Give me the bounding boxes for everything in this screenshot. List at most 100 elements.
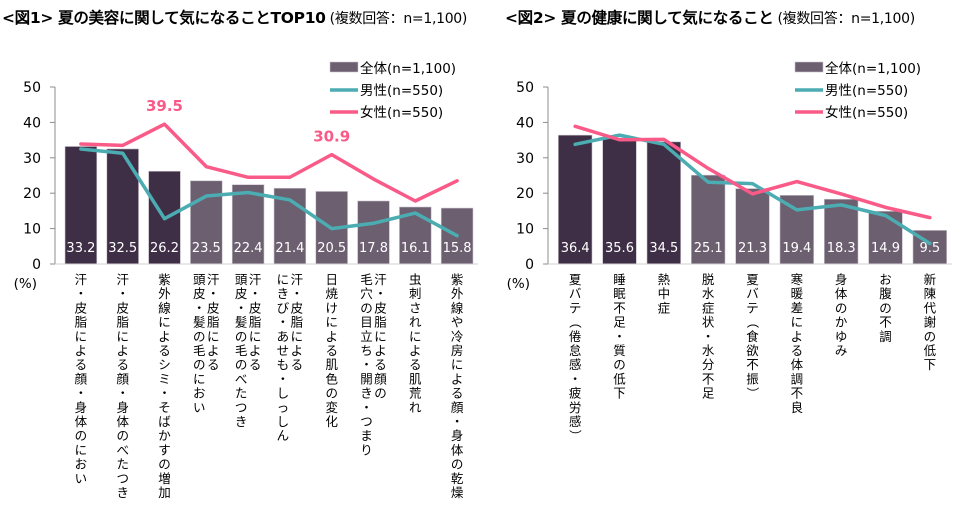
male-series-line <box>79 147 459 238</box>
x-category-char: 低 <box>613 371 626 386</box>
legend-label: 男性(n=550) <box>360 83 443 99</box>
x-category-label: 夏バテ（倦怠感・疲労感） <box>568 272 583 442</box>
x-category-char: る <box>451 386 464 401</box>
x-category-char: 状 <box>702 315 715 330</box>
x-category-char: よ <box>325 329 338 344</box>
female-series-line <box>79 122 459 203</box>
x-category-char: ま <box>360 428 373 443</box>
x-category-char: お <box>75 457 88 472</box>
chart-fig1: 0 10 20 30 40 50 (%) 33.2 32.5 26.2 23.5 22.4 21.4 20… <box>14 60 478 500</box>
x-category-char: 線 <box>451 300 464 315</box>
x-category-char: よ <box>207 343 220 358</box>
x-category-char: 腹 <box>879 286 892 301</box>
y-tick-label: 20 <box>516 186 534 202</box>
x-category-char: べ <box>235 371 248 386</box>
bar-value-label: 21.3 <box>738 241 767 256</box>
bar <box>824 198 859 265</box>
x-category-char: 労 <box>569 400 582 415</box>
legend-swatch-bar <box>329 61 359 73</box>
x-category-char: ・ <box>360 400 373 415</box>
x-category-char: 皮 <box>193 286 206 301</box>
legend-label: 男性(n=550) <box>825 83 908 99</box>
x-category-char: ・ <box>451 414 464 429</box>
x-category-char: 睡 <box>613 272 626 287</box>
x-category-char: ・ <box>613 329 626 344</box>
x-category-char: に <box>249 329 262 344</box>
bar-value-label: 33.2 <box>66 241 95 256</box>
x-category-char: 不 <box>791 386 804 401</box>
x-category-char: テ <box>746 300 759 315</box>
x-category-char: 皮 <box>374 300 387 315</box>
x-category-char: か <box>158 428 171 443</box>
y-tick-label: 50 <box>23 80 41 96</box>
bar-value-label: 15.8 <box>443 241 472 256</box>
x-category-char: ち <box>360 343 373 358</box>
x-category-char: 疲 <box>569 386 582 401</box>
x-category-char: い <box>75 471 88 486</box>
x-category-char: 顔 <box>116 371 129 386</box>
x-category-char: に <box>291 329 304 344</box>
x-category-char: つ <box>235 400 248 415</box>
x-category-char: よ <box>75 343 88 358</box>
x-category-char: り <box>360 442 373 457</box>
x-category-char: 低 <box>924 343 937 358</box>
x-category-char: に <box>277 272 290 287</box>
x-category-char: つ <box>360 414 373 429</box>
x-category-char: 脱 <box>702 272 715 287</box>
x-category-char: ） <box>568 429 583 442</box>
x-category-char: （ <box>745 316 760 329</box>
bar-value-label: 21.4 <box>275 241 304 256</box>
x-category-char: 脂 <box>249 315 262 330</box>
x-category-char: ・ <box>75 386 88 401</box>
x-category-char: 皮 <box>116 300 129 315</box>
x-category-char: お <box>879 272 892 287</box>
x-category-char: ・ <box>277 371 290 386</box>
x-category-char: み <box>835 343 848 358</box>
x-category-char: 髪 <box>193 315 206 330</box>
x-category-char: 脂 <box>116 315 129 330</box>
x-category-char: 皮 <box>249 300 262 315</box>
x-category-char: ゆ <box>835 329 848 344</box>
x-category-char: ・ <box>116 386 129 401</box>
legend: 全体(n=1,100) 男性(n=550) 女性(n=550) <box>329 60 456 121</box>
x-category-char: に <box>791 315 804 330</box>
x-category-char: 熱 <box>658 272 671 287</box>
x-category-char: 差 <box>791 300 804 315</box>
legend-label: 全体(n=1,100) <box>360 60 456 77</box>
legend-label: 全体(n=1,100) <box>825 60 921 77</box>
x-category-char: 身 <box>116 400 129 415</box>
x-category-char: 夏 <box>746 272 759 287</box>
x-category-char: 調 <box>791 371 804 386</box>
x-category-char: 化 <box>325 414 338 429</box>
x-category-char: の <box>116 428 129 443</box>
x-category-char: 怠 <box>569 343 582 358</box>
x-category-char: 増 <box>158 471 171 486</box>
x-category-char: の <box>193 329 206 344</box>
x-category-char: 夏 <box>569 272 582 287</box>
figure1-title-main: <図1> 夏の美容に関して気になることTOP10 <box>2 9 326 27</box>
x-category-char: た <box>235 386 248 401</box>
legend-item: 男性(n=550) <box>330 83 443 99</box>
x-category-char: 感 <box>569 414 582 429</box>
x-category-char: 脂 <box>75 315 88 330</box>
x-category-char: の <box>75 428 88 443</box>
x-category-char: 眠 <box>613 286 626 301</box>
legend-label: 女性(n=550) <box>825 104 908 121</box>
x-category-char: に <box>451 357 464 372</box>
legend-item: 男性(n=550) <box>795 83 908 99</box>
x-category-char: ・ <box>277 315 290 330</box>
x-category-char: ば <box>158 414 171 429</box>
x-category-char: 乾 <box>451 471 464 486</box>
x-category-char: 不 <box>879 315 892 330</box>
x-category-char: 脂 <box>207 315 220 330</box>
x-category-char: 寒 <box>791 272 804 287</box>
bar-value-label: 34.5 <box>649 241 678 256</box>
x-category-char: バ <box>746 286 759 301</box>
